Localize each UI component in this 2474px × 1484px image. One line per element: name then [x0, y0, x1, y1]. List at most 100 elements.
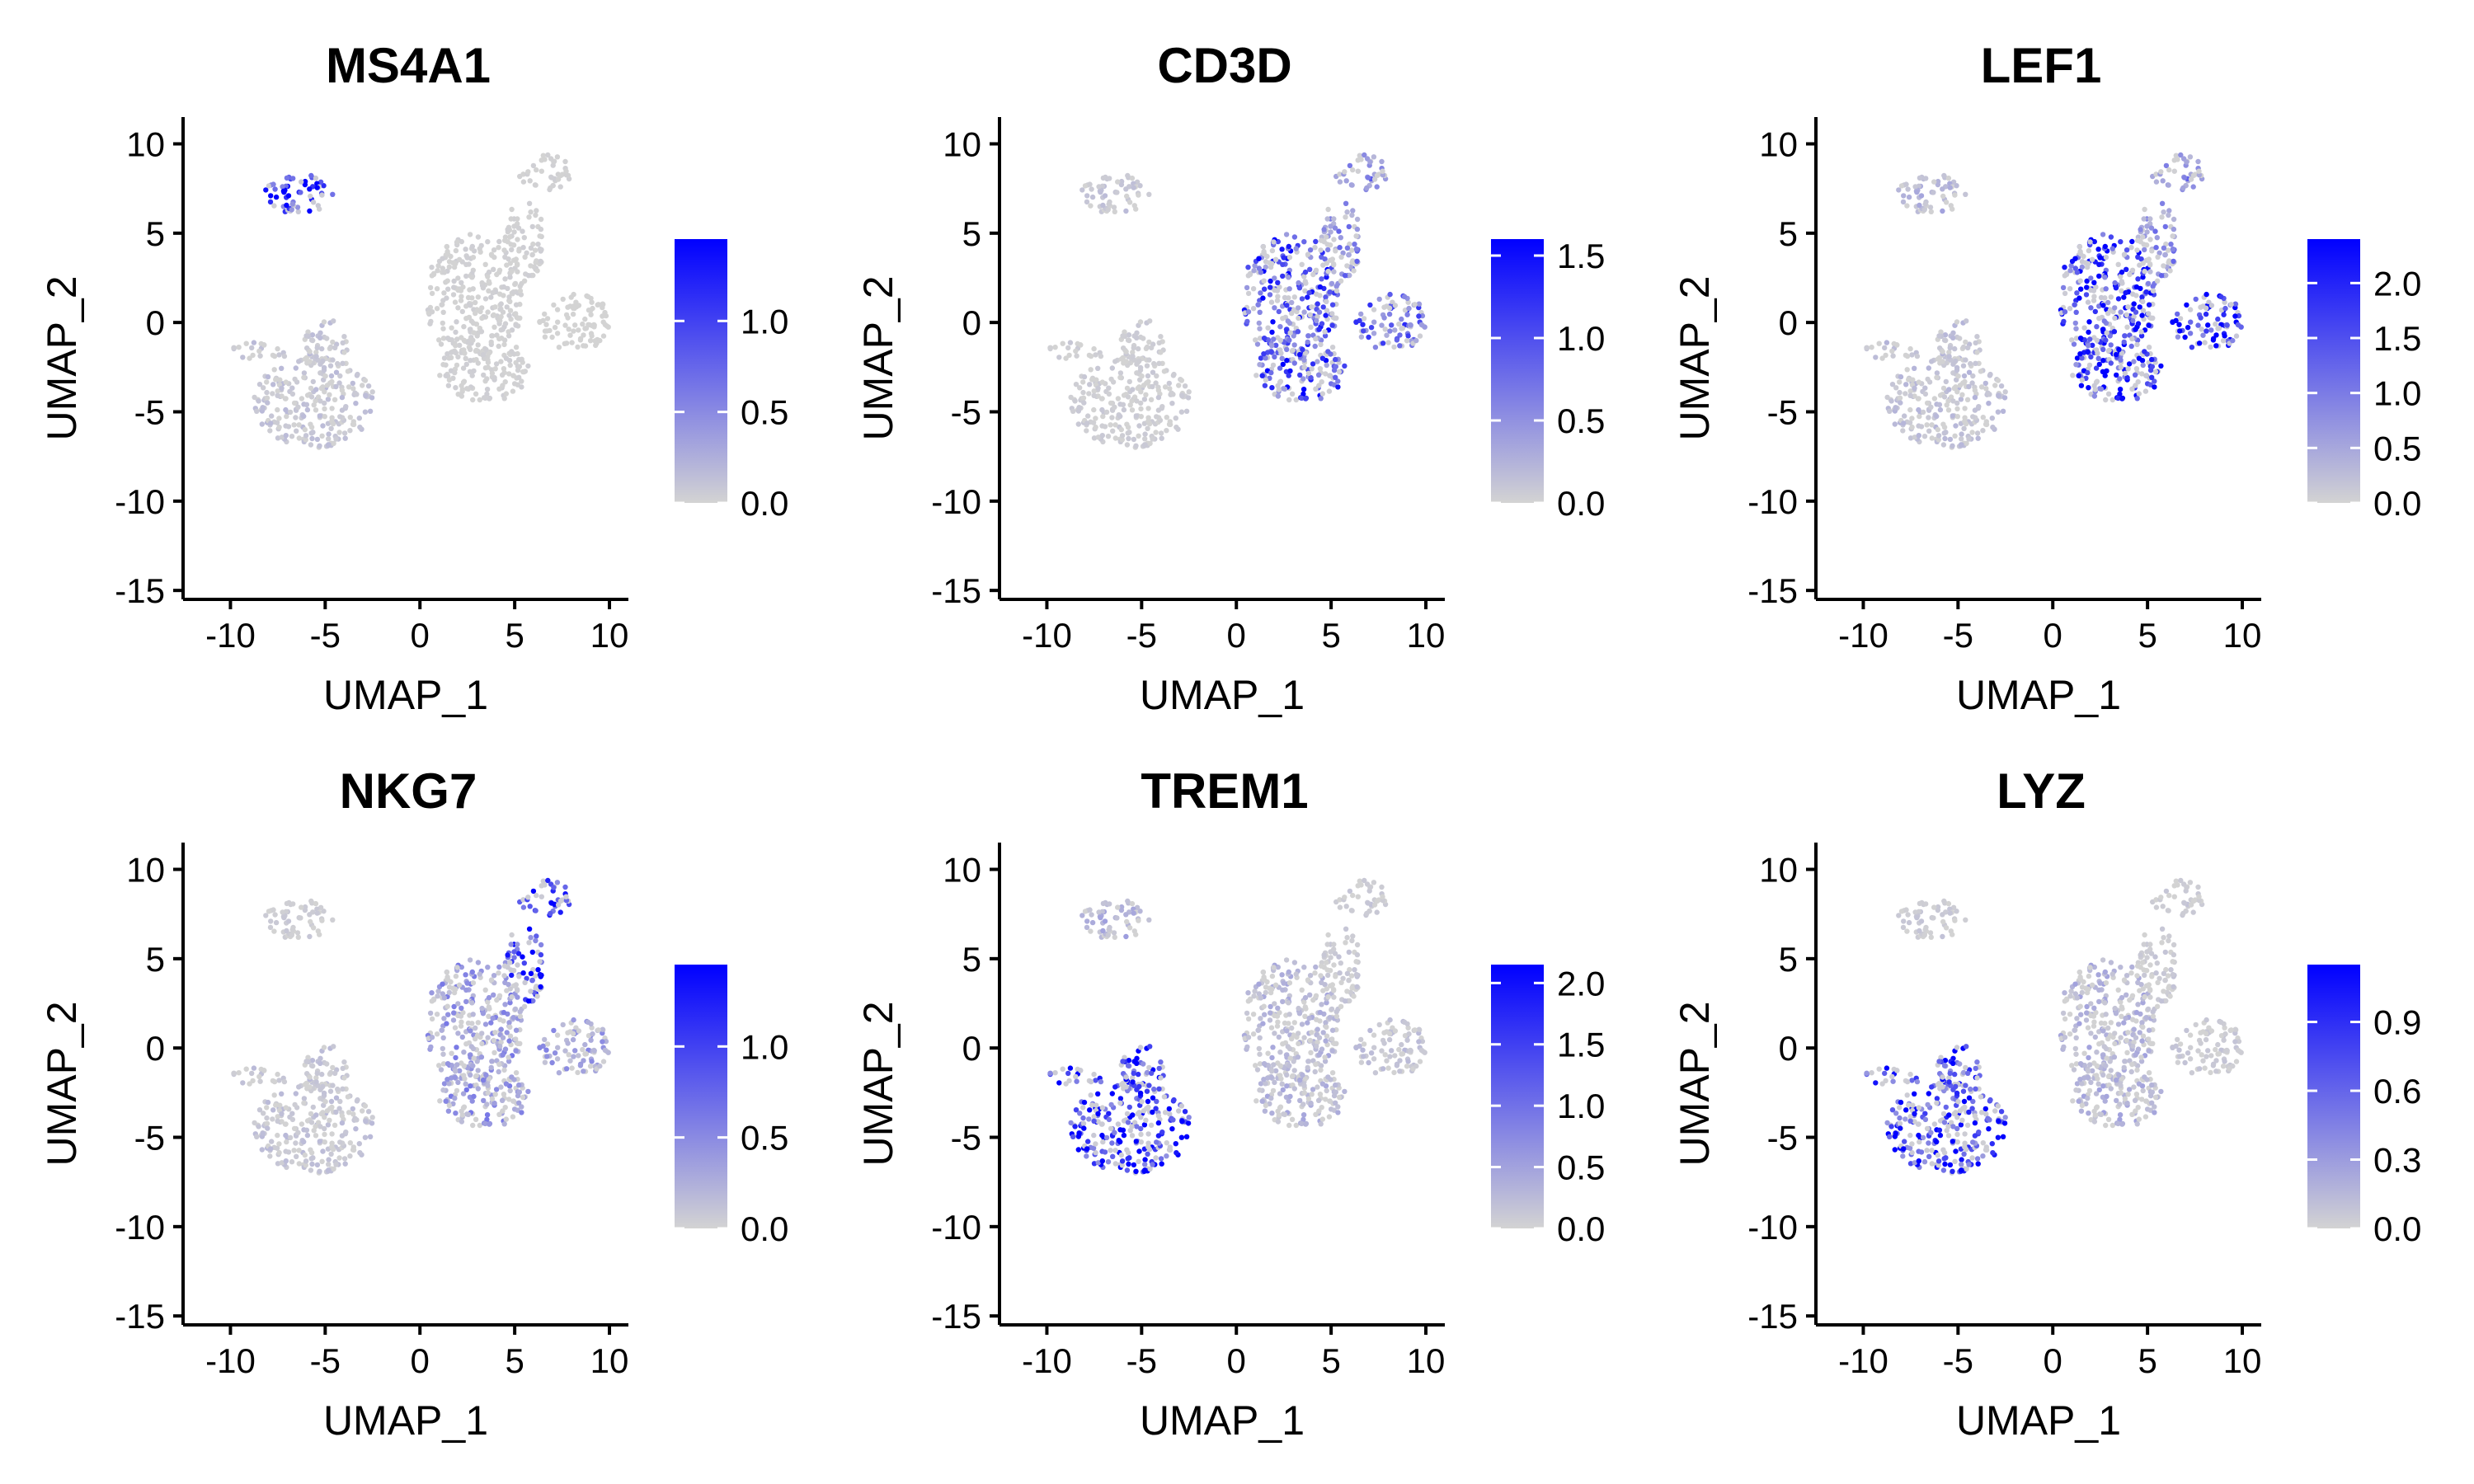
cell-point [1262, 1012, 1268, 1017]
cell-point [1150, 1095, 1156, 1101]
cell-point [1171, 371, 1177, 378]
cell-point [1125, 1150, 1131, 1156]
cell-point [510, 1114, 516, 1120]
cell-point [507, 1087, 513, 1094]
cell-point [491, 1037, 496, 1044]
cell-point [1302, 1004, 1308, 1010]
cell-point [1089, 377, 1095, 383]
cell-point [497, 1043, 503, 1050]
cell-point [1185, 1120, 1192, 1126]
cell-point [1089, 1102, 1095, 1108]
cell-point [2090, 342, 2095, 348]
cell-point [236, 345, 242, 350]
cell-point [2143, 242, 2150, 248]
cell-point [470, 1012, 476, 1017]
cell-point [1361, 316, 1367, 322]
cell-point [2119, 350, 2125, 356]
cell-point [1905, 186, 1911, 192]
cell-point [530, 966, 536, 973]
cell-point [2124, 266, 2129, 272]
cell-point [1916, 433, 1921, 439]
cell-point [457, 342, 463, 348]
cell-point [1091, 345, 1097, 352]
cell-point [310, 1104, 316, 1111]
cell-point [2136, 391, 2142, 397]
cell-point [273, 377, 279, 383]
cell-point [1301, 274, 1307, 279]
cell-point [454, 362, 460, 369]
cell-point [482, 395, 488, 402]
cell-point [2095, 355, 2101, 361]
cell-point [1144, 1088, 1150, 1094]
cell-point [1349, 908, 1355, 913]
cell-point [1099, 1132, 1105, 1139]
cell-point [2089, 256, 2095, 262]
cell-point [1147, 318, 1153, 324]
cell-point [1955, 373, 1961, 379]
colorbar-tick-label: 1.5 [1557, 237, 1605, 275]
cell-point [1333, 248, 1338, 254]
cell-point [492, 1100, 497, 1106]
cell-point [1108, 1125, 1114, 1132]
cell-point [1296, 1011, 1303, 1017]
cell-point [1307, 247, 1314, 253]
cell-point [511, 229, 517, 235]
cell-point [339, 407, 346, 413]
cell-point [1154, 373, 1159, 379]
cell-point [2138, 329, 2144, 335]
cell-point [1338, 1003, 1344, 1009]
cell-point [1302, 288, 1308, 294]
x-tick-label: 10 [1407, 1341, 1446, 1380]
cell-point [1322, 256, 1328, 262]
cell-point [1100, 175, 1107, 181]
cell-point [1153, 1106, 1159, 1111]
cell-point [1289, 299, 1295, 306]
cell-point [1095, 1119, 1101, 1125]
cell-point [1072, 1124, 1078, 1129]
cell-point [477, 971, 482, 977]
cell-point [2208, 327, 2214, 333]
cell-point [1325, 247, 1331, 253]
cell-point [289, 201, 295, 207]
cell-point [498, 1026, 504, 1032]
cell-point [252, 394, 257, 401]
cell-point [1080, 1105, 1086, 1111]
cell-point [1897, 395, 1903, 401]
cell-point [347, 428, 353, 434]
cell-point [443, 1098, 449, 1104]
cell-point [330, 420, 336, 427]
cell-point [1143, 392, 1149, 397]
y-tick-label: 5 [962, 940, 981, 979]
cell-point [533, 260, 539, 265]
cell-point [451, 1010, 457, 1016]
cell-point [1178, 378, 1185, 383]
cell-point [501, 293, 506, 298]
cell-point [1335, 1104, 1341, 1110]
cell-point [570, 311, 576, 317]
cell-point [1139, 373, 1145, 379]
cell-point [486, 279, 492, 284]
cell-point [298, 915, 303, 921]
cell-point [1076, 405, 1082, 411]
cell-point [271, 1092, 277, 1098]
cell-point [1286, 1000, 1291, 1006]
cell-point [1921, 207, 1927, 213]
cell-point [444, 336, 451, 341]
cell-point [324, 383, 331, 388]
cell-point [473, 391, 479, 397]
cell-point [528, 263, 534, 269]
cell-point [507, 275, 513, 280]
cell-point [265, 1125, 270, 1131]
cell-point [1112, 404, 1117, 410]
cell-point [1088, 203, 1094, 209]
cell-point [2078, 383, 2085, 388]
cell-point [1091, 1161, 1098, 1167]
cell-point [533, 908, 539, 913]
cell-point [1273, 342, 1279, 348]
cell-point [1117, 1100, 1123, 1106]
cell-point [428, 318, 434, 325]
cell-point [326, 1167, 332, 1173]
cell-point [332, 1122, 338, 1128]
cell-point [1940, 186, 1945, 192]
cell-point [511, 223, 517, 229]
